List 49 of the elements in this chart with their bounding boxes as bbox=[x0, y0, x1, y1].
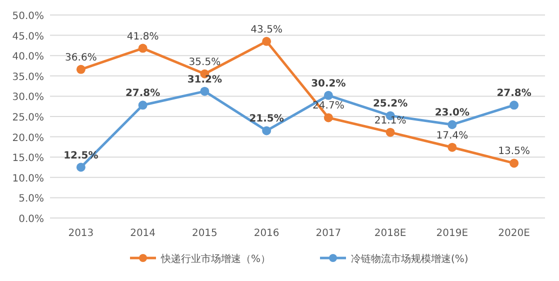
legend-label: 冷链物流市场规模增速(%) bbox=[351, 253, 468, 265]
y-tick-label: 5.0% bbox=[18, 194, 44, 205]
data-label: 25.2% bbox=[372, 98, 408, 110]
data-label: 31.2% bbox=[187, 74, 222, 86]
data-label: 21.5% bbox=[249, 114, 284, 125]
y-tick-label: 15.0% bbox=[12, 153, 44, 164]
x-tick-label: 2013 bbox=[68, 228, 94, 239]
point bbox=[324, 90, 333, 100]
data-label: 23.0% bbox=[434, 108, 470, 119]
y-tick-label: 45.0% bbox=[12, 31, 44, 42]
point bbox=[200, 86, 210, 96]
point bbox=[262, 126, 272, 136]
point bbox=[324, 113, 333, 122]
data-label: 21.1% bbox=[374, 115, 406, 126]
data-label: 13.5% bbox=[498, 146, 530, 158]
x-tick-label: 2014 bbox=[130, 228, 156, 239]
point bbox=[510, 158, 519, 168]
point bbox=[76, 162, 86, 172]
x-tick-label: 2017 bbox=[316, 228, 342, 239]
point bbox=[262, 36, 272, 46]
x-tick-label: 2018E bbox=[374, 228, 406, 239]
data-label: 43.5% bbox=[250, 24, 282, 36]
y-tick-label: 20.0% bbox=[12, 132, 44, 144]
y-tick-label: 50.0% bbox=[12, 11, 44, 22]
point bbox=[448, 120, 457, 130]
x-tick-label: 2016 bbox=[254, 228, 280, 239]
y-tick-label: 40.0% bbox=[12, 52, 44, 63]
point bbox=[386, 128, 395, 137]
data-label: 35.5% bbox=[188, 56, 221, 68]
data-label: 30.2% bbox=[311, 78, 346, 90]
y-tick-label: 0.0% bbox=[18, 214, 44, 225]
point bbox=[138, 44, 148, 53]
x-tick-label: 2019E bbox=[436, 228, 468, 239]
data-label: 41.8% bbox=[126, 31, 159, 42]
point bbox=[76, 64, 86, 74]
legend-label: 快递行业市场增速（%） bbox=[160, 253, 271, 265]
data-label: 27.8% bbox=[125, 88, 160, 100]
point bbox=[138, 100, 148, 110]
point bbox=[510, 100, 519, 110]
data-label: 27.8% bbox=[496, 88, 532, 100]
y-tick-label: 35.0% bbox=[12, 72, 44, 83]
x-tick-label: 2020E bbox=[498, 228, 530, 239]
y-tick-label: 30.0% bbox=[12, 92, 44, 104]
data-label: 36.6% bbox=[65, 52, 97, 64]
y-tick-label: 25.0% bbox=[12, 112, 44, 124]
point bbox=[448, 142, 457, 152]
y-tick-label: 10.0% bbox=[12, 173, 44, 184]
data-label: 17.4% bbox=[436, 130, 468, 142]
x-tick-label: 2015 bbox=[192, 228, 218, 239]
